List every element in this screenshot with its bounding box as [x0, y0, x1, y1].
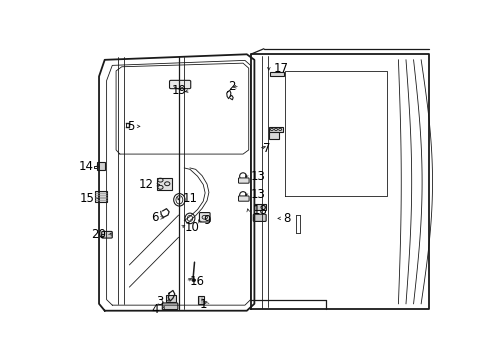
Text: 12: 12 [139, 178, 154, 191]
FancyBboxPatch shape [197, 296, 204, 304]
Text: 18: 18 [252, 203, 267, 217]
FancyBboxPatch shape [238, 178, 248, 183]
Text: 5: 5 [126, 120, 134, 133]
Text: 19: 19 [171, 84, 186, 97]
Text: 15: 15 [79, 192, 94, 205]
FancyBboxPatch shape [166, 296, 176, 302]
Text: 6: 6 [151, 211, 159, 224]
FancyBboxPatch shape [102, 231, 112, 238]
Text: 4: 4 [151, 303, 159, 316]
Circle shape [191, 279, 195, 282]
FancyBboxPatch shape [162, 303, 178, 310]
Text: 17: 17 [273, 62, 288, 75]
Text: 14: 14 [79, 160, 94, 173]
Text: 2: 2 [227, 80, 235, 93]
FancyBboxPatch shape [253, 214, 265, 221]
Text: 3: 3 [156, 295, 163, 308]
FancyBboxPatch shape [156, 178, 171, 190]
Text: 11: 11 [183, 192, 198, 205]
FancyBboxPatch shape [269, 72, 284, 76]
FancyBboxPatch shape [268, 127, 283, 132]
Text: 10: 10 [184, 221, 199, 234]
Text: 8: 8 [283, 212, 290, 225]
FancyBboxPatch shape [95, 191, 107, 202]
Text: 20: 20 [91, 228, 105, 241]
Text: 1: 1 [199, 298, 206, 311]
FancyBboxPatch shape [238, 196, 248, 201]
Text: 7: 7 [263, 142, 270, 155]
Text: 13: 13 [250, 170, 265, 183]
FancyBboxPatch shape [199, 212, 210, 222]
Text: 16: 16 [189, 275, 204, 288]
FancyBboxPatch shape [97, 162, 105, 170]
Text: 13: 13 [250, 188, 265, 201]
Text: 9: 9 [203, 214, 211, 227]
FancyBboxPatch shape [268, 132, 278, 139]
FancyBboxPatch shape [254, 204, 265, 210]
FancyBboxPatch shape [169, 80, 190, 89]
